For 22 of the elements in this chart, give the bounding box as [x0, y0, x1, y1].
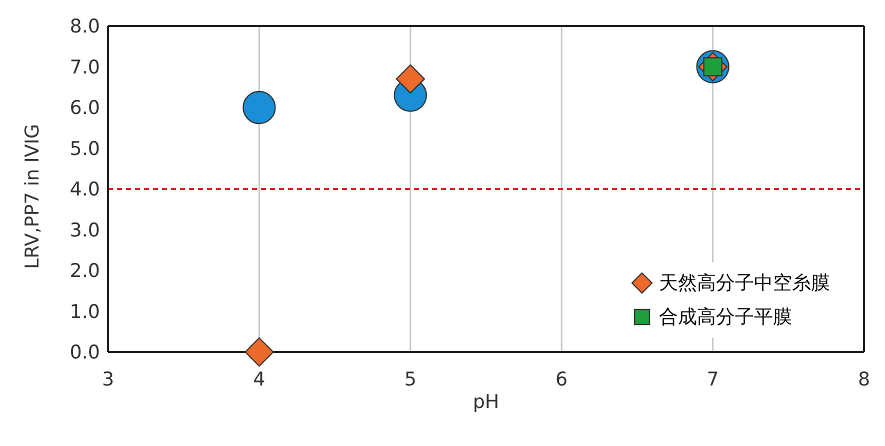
x-axis-title: pH [472, 391, 500, 413]
y-tick-label: 0.0 [70, 342, 100, 364]
y-tick-label: 7.0 [70, 56, 100, 78]
y-tick-label: 3.0 [70, 219, 100, 242]
y-tick-label: 1.0 [70, 300, 100, 323]
point [244, 337, 274, 367]
x-tick-label: 3 [102, 368, 114, 390]
point [242, 90, 276, 124]
x-tick-label: 7 [706, 368, 719, 390]
point [396, 64, 425, 94]
y-tick-label: 2.0 [70, 260, 100, 282]
x-tick-label: 4 [253, 368, 266, 390]
y-tick-label: 6.0 [70, 97, 100, 120]
legend-label: 合成高分子平膜 [659, 305, 792, 330]
x-tick-label: 5 [404, 368, 416, 390]
y-axis-title: LRV,PP7 in IVIG [22, 124, 44, 269]
y-tick-label: 8.0 [70, 16, 100, 38]
y-tick-label: 4.0 [70, 178, 100, 201]
legend-label: 天然高分子中空糸膜 [659, 271, 830, 296]
y-tick-label: 5.0 [70, 138, 100, 160]
x-tick-label: 6 [556, 368, 568, 390]
x-tick-label: 8 [858, 368, 870, 390]
